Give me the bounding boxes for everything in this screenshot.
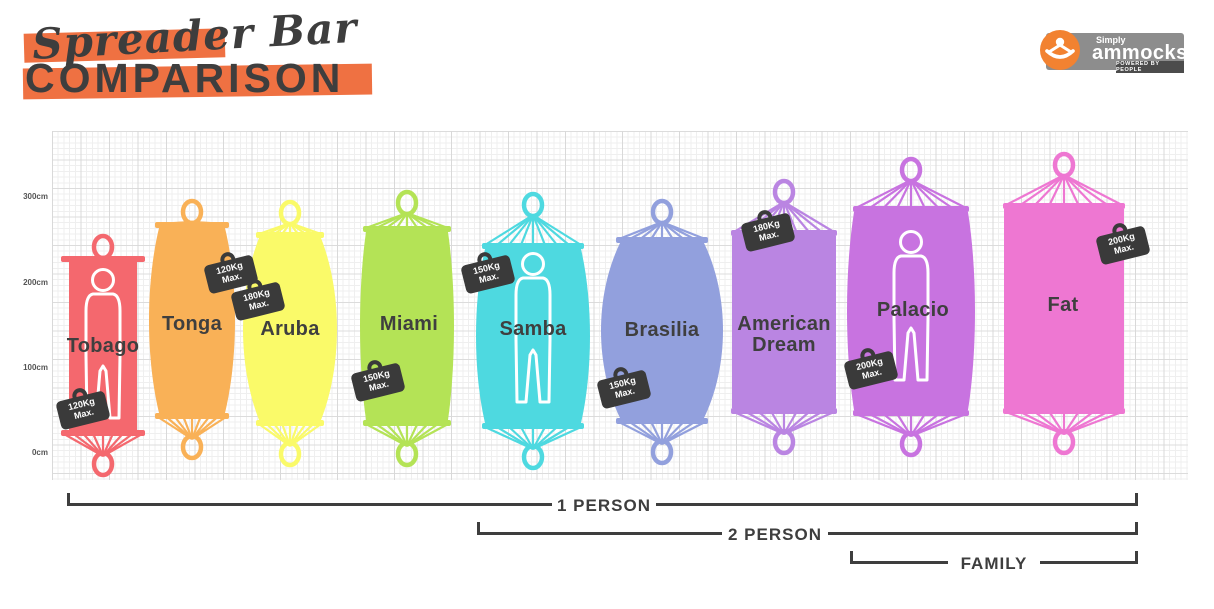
hammock-name-tonga: Tonga (161, 313, 222, 335)
hammock-person-icon (1040, 30, 1080, 70)
bracket-1p-right-tick (1135, 493, 1138, 506)
hammock-name-samba: Samba (499, 318, 567, 340)
hammock-name-brasilia: Brasilia (624, 319, 700, 341)
logo-text-simply: Simply (1096, 35, 1126, 45)
bracket-1p-left-tick (67, 493, 70, 506)
bracket-2p-label: 2 PERSON (728, 525, 822, 544)
bracket-2p-right-tick (1135, 522, 1138, 535)
bracket-1p-label: 1 PERSON (557, 496, 651, 515)
hammock-name-fat: Fat (1047, 294, 1079, 316)
hammock-tobago (61, 233, 145, 478)
logo-text-hammocks: ammocks (1092, 42, 1188, 64)
hammock-fat (1003, 151, 1125, 456)
bracket-2p-left-tick (477, 522, 480, 535)
bracket-family-left-tick (850, 551, 853, 564)
hammock-name-tobago: Tobago (66, 335, 140, 357)
bracket-family-line-right (1040, 561, 1138, 564)
axis-tick-300cm: 300cm (23, 192, 48, 201)
bracket-family-label: FAMILY (960, 554, 1028, 573)
hammock-name-miami: Miami (379, 313, 439, 335)
bracket-1p-line-right (656, 503, 1138, 506)
bracket-family-right-tick (1135, 551, 1138, 564)
page-title-main: COMPARISON (25, 55, 345, 101)
axis-tick-100cm: 100cm (23, 363, 48, 372)
bracket-family-line-left (853, 561, 948, 564)
logo-tagline: POWERED BY PEOPLE (1116, 61, 1184, 73)
bracket-2p-line-right (828, 532, 1138, 535)
hammock-name-aruba: Aruba (260, 318, 320, 340)
bracket-1p-line-left (70, 503, 552, 506)
hammock-name-palacio: Palacio (876, 299, 950, 321)
simply-hammocks-logo: Simply ammocks POWERED BY PEOPLE (1040, 30, 1188, 76)
axis-tick-200cm: 200cm (23, 278, 48, 287)
axis-tick-0cm: 0cm (31, 448, 48, 457)
bracket-2p-line-left (480, 532, 722, 535)
hammock-name-american-dream: American Dream (737, 313, 831, 356)
hammock-samba (476, 191, 590, 471)
